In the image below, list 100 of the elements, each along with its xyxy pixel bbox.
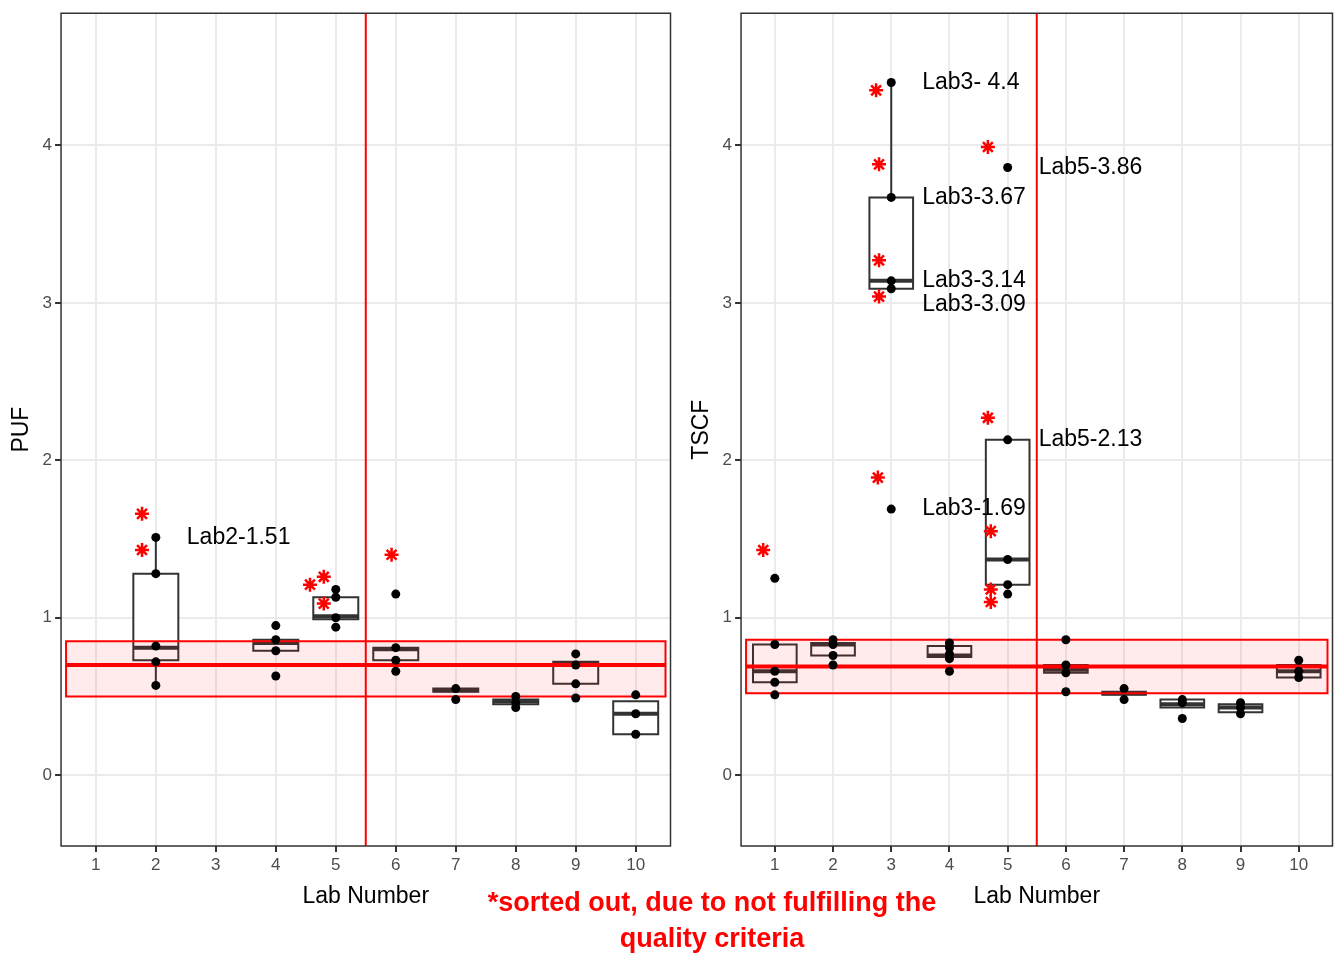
annotation: Lab3-3.67 [922,182,1026,209]
y-axis-title: TSCF [687,399,714,460]
point [982,581,1000,598]
annotation: Lab3-3.09 [922,290,1026,317]
point [1061,660,1071,670]
point [886,284,896,294]
point [383,546,400,564]
y-tick-label: 0 [42,764,53,784]
point [867,82,885,99]
point [1003,435,1013,445]
point [1119,695,1129,705]
point [271,646,281,656]
point [331,622,341,632]
point [271,635,281,645]
x-tick-label: 8 [511,854,521,874]
x-tick-label: 1 [91,854,101,874]
annotation: Lab3-3.14 [922,266,1027,293]
point [982,522,1000,540]
point [886,504,896,514]
point [133,505,151,523]
point [1294,655,1304,665]
point [770,677,780,687]
point [979,409,997,427]
x-tick-label: 3 [211,854,221,874]
point [870,252,888,269]
text: *sorted out, due to not fulfilling the quality criteria [486,886,938,955]
point [1003,554,1013,564]
point [631,690,641,700]
point [886,192,896,202]
point [1061,668,1071,678]
point [391,643,401,653]
annotation: Lab3- 4.4 [922,67,1020,94]
point [151,532,161,542]
y-tick-label: 1 [42,607,53,627]
x-tick-label: 2 [828,854,838,874]
point [301,576,319,593]
point [770,690,780,700]
y-axis-title: PUF [7,406,34,453]
point [828,651,838,661]
x-tick-label: 9 [1235,854,1246,874]
point [571,679,581,689]
point [631,729,641,739]
x-tick-label: 4 [271,854,281,874]
point [1003,589,1013,599]
y-tick-label: 3 [722,292,733,312]
point [391,589,401,599]
point [315,568,333,586]
point [1177,713,1187,723]
point [151,657,161,667]
point [1294,673,1304,683]
point [1061,687,1071,697]
point [391,666,401,676]
point [331,613,341,623]
x-tick-label: 6 [1061,854,1071,874]
x-tick-label: 2 [151,854,161,874]
point [133,541,151,559]
y-tick-label: 3 [42,292,53,312]
y-tick-label: 2 [722,449,733,469]
point [754,541,772,559]
point [151,680,161,690]
x-tick-label: 8 [1177,854,1188,874]
point [1003,162,1013,172]
point [151,641,161,651]
point [571,693,581,703]
point [886,77,896,87]
x-tick-label: 4 [944,854,955,874]
point [944,666,954,676]
point [1119,684,1129,694]
point [1236,709,1246,719]
point [870,156,888,173]
point [631,709,641,719]
point [770,573,780,583]
point [870,288,888,305]
point [770,666,780,676]
annotation: Lab5-2.13 [1038,425,1143,452]
x-tick-label: 7 [1119,854,1129,874]
x-tick-label: 5 [331,854,341,874]
point [869,469,887,486]
x-axis-title: Lab Number [302,881,430,908]
point [979,138,997,156]
point [451,684,461,694]
point [571,660,581,670]
x-tick-label: 10 [1289,854,1309,874]
x-tick-label: 9 [570,854,581,874]
y-tick-label: 4 [722,135,733,155]
annotation: Lab5-3.86 [1038,152,1143,179]
point [828,660,838,670]
point [451,695,461,705]
point [571,649,581,659]
x-tick-label: 3 [886,854,896,874]
point [271,621,281,631]
point [886,276,896,286]
point [391,655,401,665]
x-tick-label: 1 [770,854,780,874]
y-tick-label: 4 [42,135,53,155]
annotation: Lab2-1.51 [186,522,291,549]
x-axis-title: Lab Number [973,881,1101,908]
y-tick-label: 2 [42,449,53,469]
x-tick-label: 7 [451,854,461,874]
point [982,593,1000,611]
